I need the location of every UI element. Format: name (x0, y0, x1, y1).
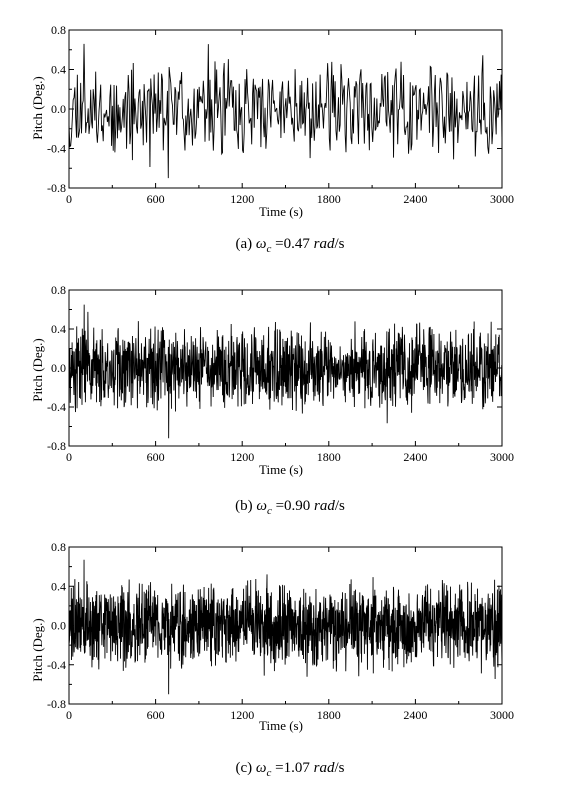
series-line (68, 304, 503, 439)
caption-prefix-b: (b) (235, 498, 253, 514)
x-tick-label: 1800 (317, 450, 341, 464)
y-tick-label: -0.8 (47, 439, 66, 453)
y-tick-label: -0.4 (47, 142, 66, 156)
x-tick-label: 1200 (230, 192, 254, 206)
caption-eq-a: =0.47 (271, 236, 314, 252)
x-tick-label: 3000 (490, 450, 514, 464)
caption-sub-b: c (266, 505, 272, 517)
y-tick-label: -0.8 (47, 697, 66, 711)
x-tick-label: 600 (147, 708, 165, 722)
x-tick-label: 0 (66, 708, 72, 722)
caption-symbol-c: ω (255, 760, 267, 776)
x-tick-label: 3000 (490, 708, 514, 722)
x-tick-label: 3000 (490, 192, 514, 206)
caption-prefix-c: (c) (235, 760, 253, 776)
y-tick-label: 0.4 (51, 322, 66, 336)
caption-unit-tail-c: /s (334, 760, 345, 776)
x-tick-label: 1800 (317, 708, 341, 722)
y-axis-title-a: Pitch (Deg.) (30, 76, 45, 140)
y-tick-label: 0.8 (51, 540, 66, 554)
x-tick-label: 600 (147, 192, 165, 206)
y-axis-title-b: Pitch (Deg.) (30, 338, 45, 402)
caption-unit-tail-a: /s (334, 236, 345, 252)
x-tick-label: 600 (147, 450, 165, 464)
caption-unit-b: rad (314, 498, 335, 514)
y-tick-label: 0.0 (51, 102, 66, 116)
caption-eq-b: =0.90 (271, 498, 315, 514)
caption-unit-a: rad (313, 236, 335, 252)
chart-panel-b: 0 600 1200 1800 2400 3000 -0.8 -0.4 0.0 0.4 0.8 Pi… (0, 262, 580, 524)
y-axis-title-c: Pitch (Deg.) (30, 618, 45, 682)
y-tick-label: 0.8 (51, 283, 66, 297)
caption-sub-c: c (266, 767, 272, 779)
x-tick-label: 1800 (317, 192, 341, 206)
caption-eq-c: =1.07 (271, 760, 314, 776)
x-tick-label: 2400 (403, 192, 427, 206)
x-tick-label: 2400 (403, 708, 427, 722)
x-tick-label: 2400 (403, 450, 427, 464)
caption-unit-c: rad (313, 760, 335, 776)
y-tick-label: 0.4 (51, 63, 66, 77)
x-axis-title-b: Time (s) (259, 462, 303, 477)
caption-prefix-a: (a) (235, 236, 253, 252)
series-line (68, 43, 503, 179)
caption-a: (a) ωc =0.47 rad/s (0, 236, 580, 255)
caption-sub-a: c (266, 243, 272, 255)
y-tick-label: 0.0 (51, 361, 66, 375)
y-tick-label: -0.8 (47, 181, 66, 195)
caption-b: (b) ωc =0.90 rad/s (0, 498, 580, 517)
chart-svg-b: 0 600 1200 1800 2400 3000 -0.8 -0.4 0.0 0.4 0.8 (47, 283, 514, 464)
x-axis-title-c: Time (s) (259, 718, 303, 733)
series-line (68, 559, 503, 695)
x-tick-label: 1200 (230, 450, 254, 464)
chart-svg-a: 0 600 1200 1800 2400 3000 -0.8 -0.4 0.0 0.4 0.8 (47, 23, 514, 206)
x-tick-label: 0 (66, 450, 72, 464)
y-tick-label: -0.4 (47, 658, 66, 672)
x-tick-label: 0 (66, 192, 72, 206)
caption-symbol-a: ω (255, 236, 267, 252)
y-tick-label: 0.0 (51, 619, 66, 633)
x-tick-label: 1200 (230, 708, 254, 722)
caption-symbol-b: ω (256, 498, 267, 514)
caption-c: (c) ωc =1.07 rad/s (0, 760, 580, 779)
x-axis-title-a: Time (s) (259, 204, 303, 219)
chart-svg-c: 0 600 1200 1800 2400 3000 -0.8 -0.4 0.0 0.4 0.8 (47, 540, 514, 722)
chart-panel-a: 0 600 1200 1800 2400 3000 -0.8 -0.4 0.0 0.4 0.8 Pi… (0, 0, 580, 262)
y-tick-label: 0.8 (51, 23, 66, 37)
chart-panel-c: 0 600 1200 1800 2400 3000 -0.8 -0.4 0.0 0.4 0.8 Pi… (0, 524, 580, 786)
caption-unit-tail-b: /s (334, 498, 345, 514)
y-tick-label: 0.4 (51, 579, 66, 593)
y-tick-label: -0.4 (47, 400, 66, 414)
